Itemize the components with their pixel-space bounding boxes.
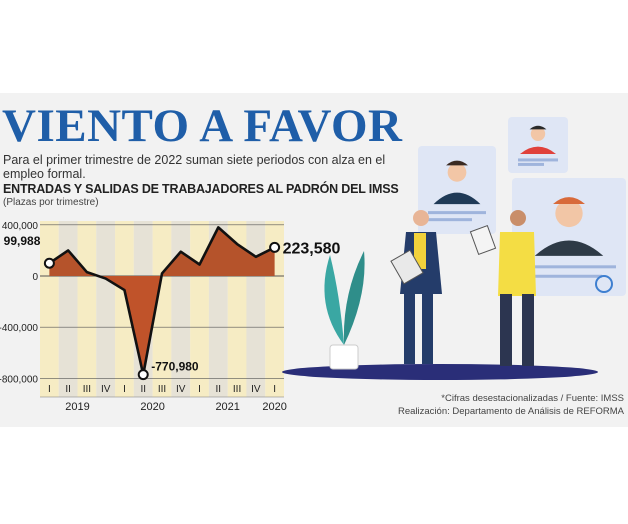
positive-area: [49, 227, 275, 276]
quarter-band: [96, 221, 116, 397]
data-point-marker: [269, 241, 281, 253]
quarter-band: [40, 221, 59, 397]
x-quarter-label: II: [65, 384, 71, 395]
x-year-label: 2021: [215, 401, 239, 413]
source-note: *Cifras desestacionalizadas / Fuente: IM…: [441, 393, 624, 404]
x-year-label: 2020: [140, 401, 164, 413]
x-quarter-label: III: [233, 384, 241, 395]
subtitle: Para el primer trimestre de 2022 suman s…: [3, 153, 386, 181]
y-tick-label: 0: [32, 272, 38, 283]
quarter-band: [77, 221, 97, 397]
quarter-band: [246, 221, 266, 397]
credit-note: Realización: Departamento de Análisis de…: [398, 406, 624, 417]
quarter-band: [152, 221, 172, 397]
illustration: [282, 117, 626, 380]
x-quarter-label: II: [216, 384, 222, 395]
x-quarter-label: II: [140, 384, 146, 395]
x-quarter-label: I: [48, 384, 51, 395]
data-point-marker: [137, 369, 149, 381]
x-quarter-label: I: [123, 384, 126, 395]
x-year-label: 2020: [262, 401, 286, 413]
x-quarter-label: I: [273, 384, 276, 395]
y-tick-label: -800,000: [0, 374, 38, 385]
x-year-label: 2019: [65, 401, 89, 413]
data-label: 99,988: [4, 234, 41, 248]
data-label: 223,580: [283, 240, 341, 257]
y-tick-label: -400,000: [0, 323, 38, 334]
y-tick-label: 400,000: [2, 221, 39, 232]
page-title: VIENTO A FAVOR: [2, 100, 403, 152]
quarter-band: [115, 221, 134, 397]
data-label: -770,980: [151, 360, 199, 374]
x-quarter-label: III: [83, 384, 91, 395]
x-quarter-label: IV: [251, 384, 261, 395]
quarter-band: [58, 221, 78, 397]
data-point-marker: [43, 257, 55, 269]
x-quarter-label: I: [198, 384, 201, 395]
x-quarter-label: III: [158, 384, 166, 395]
chart-title: ENTRADAS Y SALIDAS DE TRABAJADORES AL PA…: [3, 182, 399, 196]
chart-unit: (Plazas por trimestre): [3, 197, 99, 208]
x-quarter-label: IV: [101, 384, 111, 395]
series-line: [48, 226, 276, 376]
x-quarter-label: IV: [176, 384, 186, 395]
